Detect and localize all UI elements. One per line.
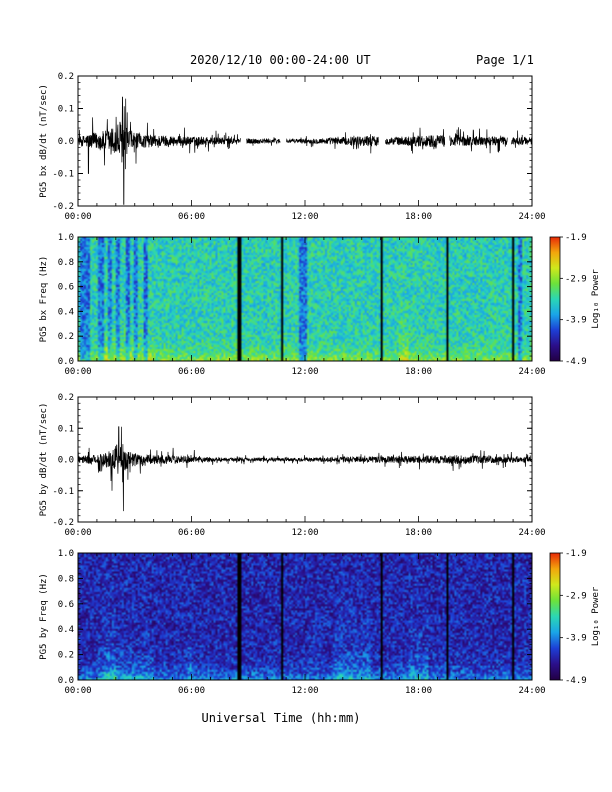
y-tick-label: -0.2 <box>52 518 74 528</box>
y-tick-label: 0.2 <box>58 332 74 342</box>
colorbar <box>549 552 561 681</box>
panel-by-spec: -1.9 -2.9 -3.9 -4.9 Log₁₀ Power 1.0 0.8 0.6 0.4 0… <box>39 549 601 696</box>
x-tick-label: 00:00 <box>64 367 91 377</box>
page-number: Page 1/1 <box>476 53 534 67</box>
y-tick-label: 0.8 <box>58 574 74 584</box>
y-tick-label: 1.0 <box>58 233 74 243</box>
y-tick-label: 0.8 <box>58 258 74 268</box>
y-tick-label: -0.1 <box>52 170 74 180</box>
x-tick-label: 12:00 <box>291 212 318 222</box>
y-tick-label: 0.0 <box>58 456 74 466</box>
colorbar-tick-label: -4.9 <box>565 676 587 686</box>
y-tick-label: 0.6 <box>58 283 74 293</box>
x-tick-label: 00:00 <box>64 212 91 222</box>
y-axis-label: PG5 bx dB/dt (nT/sec) <box>39 84 49 198</box>
x-tick-label: 24:00 <box>518 212 545 222</box>
y-tick-label: 0.1 <box>58 105 74 115</box>
y-tick-label: 0.1 <box>58 424 74 434</box>
y-tick-label: 0.2 <box>58 393 74 403</box>
trace-line <box>77 426 533 512</box>
y-tick-label: 0.0 <box>58 137 74 147</box>
y-tick-label: 0.4 <box>58 625 74 635</box>
x-tick-label: 06:00 <box>178 212 205 222</box>
colorbar-tick-label: -2.9 <box>565 591 587 601</box>
y-tick-label: -0.1 <box>52 487 74 497</box>
colorbar-tick-label: -2.9 <box>565 274 587 284</box>
trace-line <box>77 96 533 205</box>
plot-title: 2020/12/10 00:00-24:00 UT <box>190 53 371 67</box>
y-tick-label: 0.4 <box>58 307 74 317</box>
x-tick-label: 24:00 <box>518 686 545 696</box>
colorbar-tick-label: -1.9 <box>565 233 587 243</box>
y-axis-label: PG5 bx Freq (Hz) <box>39 256 49 343</box>
x-tick-label: 06:00 <box>178 528 205 538</box>
spectrogram-image <box>78 553 532 680</box>
x-tick-label: 18:00 <box>405 212 432 222</box>
spectrogram-image <box>78 237 532 361</box>
x-tick-label: 00:00 <box>64 686 91 696</box>
x-tick-label: 18:00 <box>405 367 432 377</box>
y-tick-label: 0.2 <box>58 651 74 661</box>
x-tick-label: 12:00 <box>291 686 318 696</box>
x-tick-label: 18:00 <box>405 686 432 696</box>
panel-bx-dbdt: 0.2 0.1 0.0 -0.1 -0.200:00 06:00 12:00 18:00 24:… <box>39 72 546 222</box>
panel-bx-spec: -1.9 -2.9 -3.9 -4.9 Log₁₀ Power 1.0 0.8 0.6 0.4 0… <box>39 233 601 377</box>
x-tick-label: 12:00 <box>291 528 318 538</box>
x-tick-label: 24:00 <box>518 367 545 377</box>
x-axis-label: Universal Time (hh:mm) <box>202 711 361 725</box>
colorbar-label: Log₁₀ Power <box>591 269 601 329</box>
x-tick-label: 12:00 <box>291 367 318 377</box>
y-axis-label: PG5 by dB/dt (nT/sec) <box>39 403 49 517</box>
colorbar-tick-label: -3.9 <box>565 634 587 644</box>
y-tick-label: -0.2 <box>52 202 74 212</box>
colorbar-tick-label: -4.9 <box>565 357 587 367</box>
panel-by-dbdt: 0.2 0.1 0.0 -0.1 -0.200:00 06:00 12:00 18:00 24:… <box>39 393 546 538</box>
y-axis-label: PG5 by Freq (Hz) <box>39 573 49 660</box>
x-tick-label: 24:00 <box>518 528 545 538</box>
y-tick-label: 1.0 <box>58 549 74 559</box>
x-tick-label: 00:00 <box>64 528 91 538</box>
colorbar <box>549 236 561 362</box>
x-tick-label: 06:00 <box>178 686 205 696</box>
x-tick-label: 18:00 <box>405 528 432 538</box>
y-tick-label: 0.6 <box>58 600 74 610</box>
y-tick-label: 0.0 <box>58 357 74 367</box>
y-tick-label: 0.2 <box>58 72 74 82</box>
colorbar-label: Log₁₀ Power <box>591 586 601 646</box>
colorbar-tick-label: -1.9 <box>565 549 587 559</box>
colorbar-tick-label: -3.9 <box>565 316 587 326</box>
y-tick-label: 0.0 <box>58 676 74 686</box>
x-tick-label: 06:00 <box>178 367 205 377</box>
